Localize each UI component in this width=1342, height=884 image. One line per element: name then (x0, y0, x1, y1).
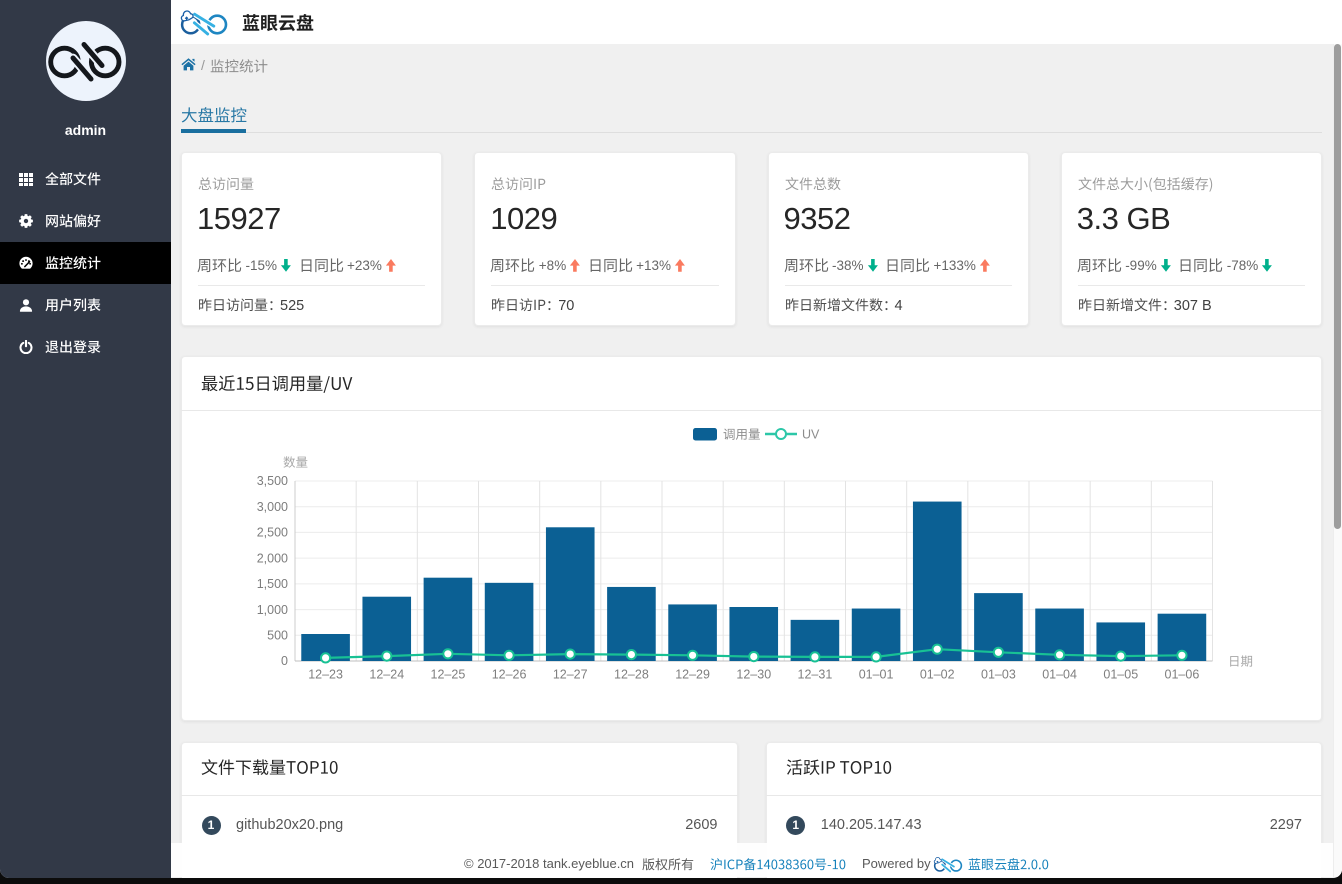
svg-text:12–24: 12–24 (369, 668, 404, 682)
svg-text:01–05: 01–05 (1103, 668, 1138, 682)
svg-text:01–04: 01–04 (1042, 668, 1077, 682)
svg-text:0: 0 (281, 654, 288, 668)
svg-text:12–28: 12–28 (614, 668, 649, 682)
svg-text:01–06: 01–06 (1165, 668, 1200, 682)
svg-text:12–25: 12–25 (431, 668, 466, 682)
svg-text:1,000: 1,000 (257, 603, 288, 617)
svg-text:2,500: 2,500 (257, 526, 288, 540)
svg-text:12–30: 12–30 (736, 668, 771, 682)
svg-text:12–23: 12–23 (308, 668, 343, 682)
svg-text:1,500: 1,500 (257, 577, 288, 591)
svg-text:01–01: 01–01 (859, 668, 894, 682)
svg-text:01–02: 01–02 (920, 668, 955, 682)
svg-text:12–27: 12–27 (553, 668, 588, 682)
svg-text:3,500: 3,500 (257, 474, 288, 488)
svg-text:UV: UV (802, 428, 820, 442)
svg-text:12–29: 12–29 (675, 668, 710, 682)
svg-text:12–31: 12–31 (798, 668, 833, 682)
svg-text:2,000: 2,000 (257, 551, 288, 565)
svg-text:12–26: 12–26 (492, 668, 527, 682)
svg-text:01–03: 01–03 (981, 668, 1016, 682)
svg-text:500: 500 (267, 629, 288, 643)
svg-text:3,000: 3,000 (257, 500, 288, 514)
